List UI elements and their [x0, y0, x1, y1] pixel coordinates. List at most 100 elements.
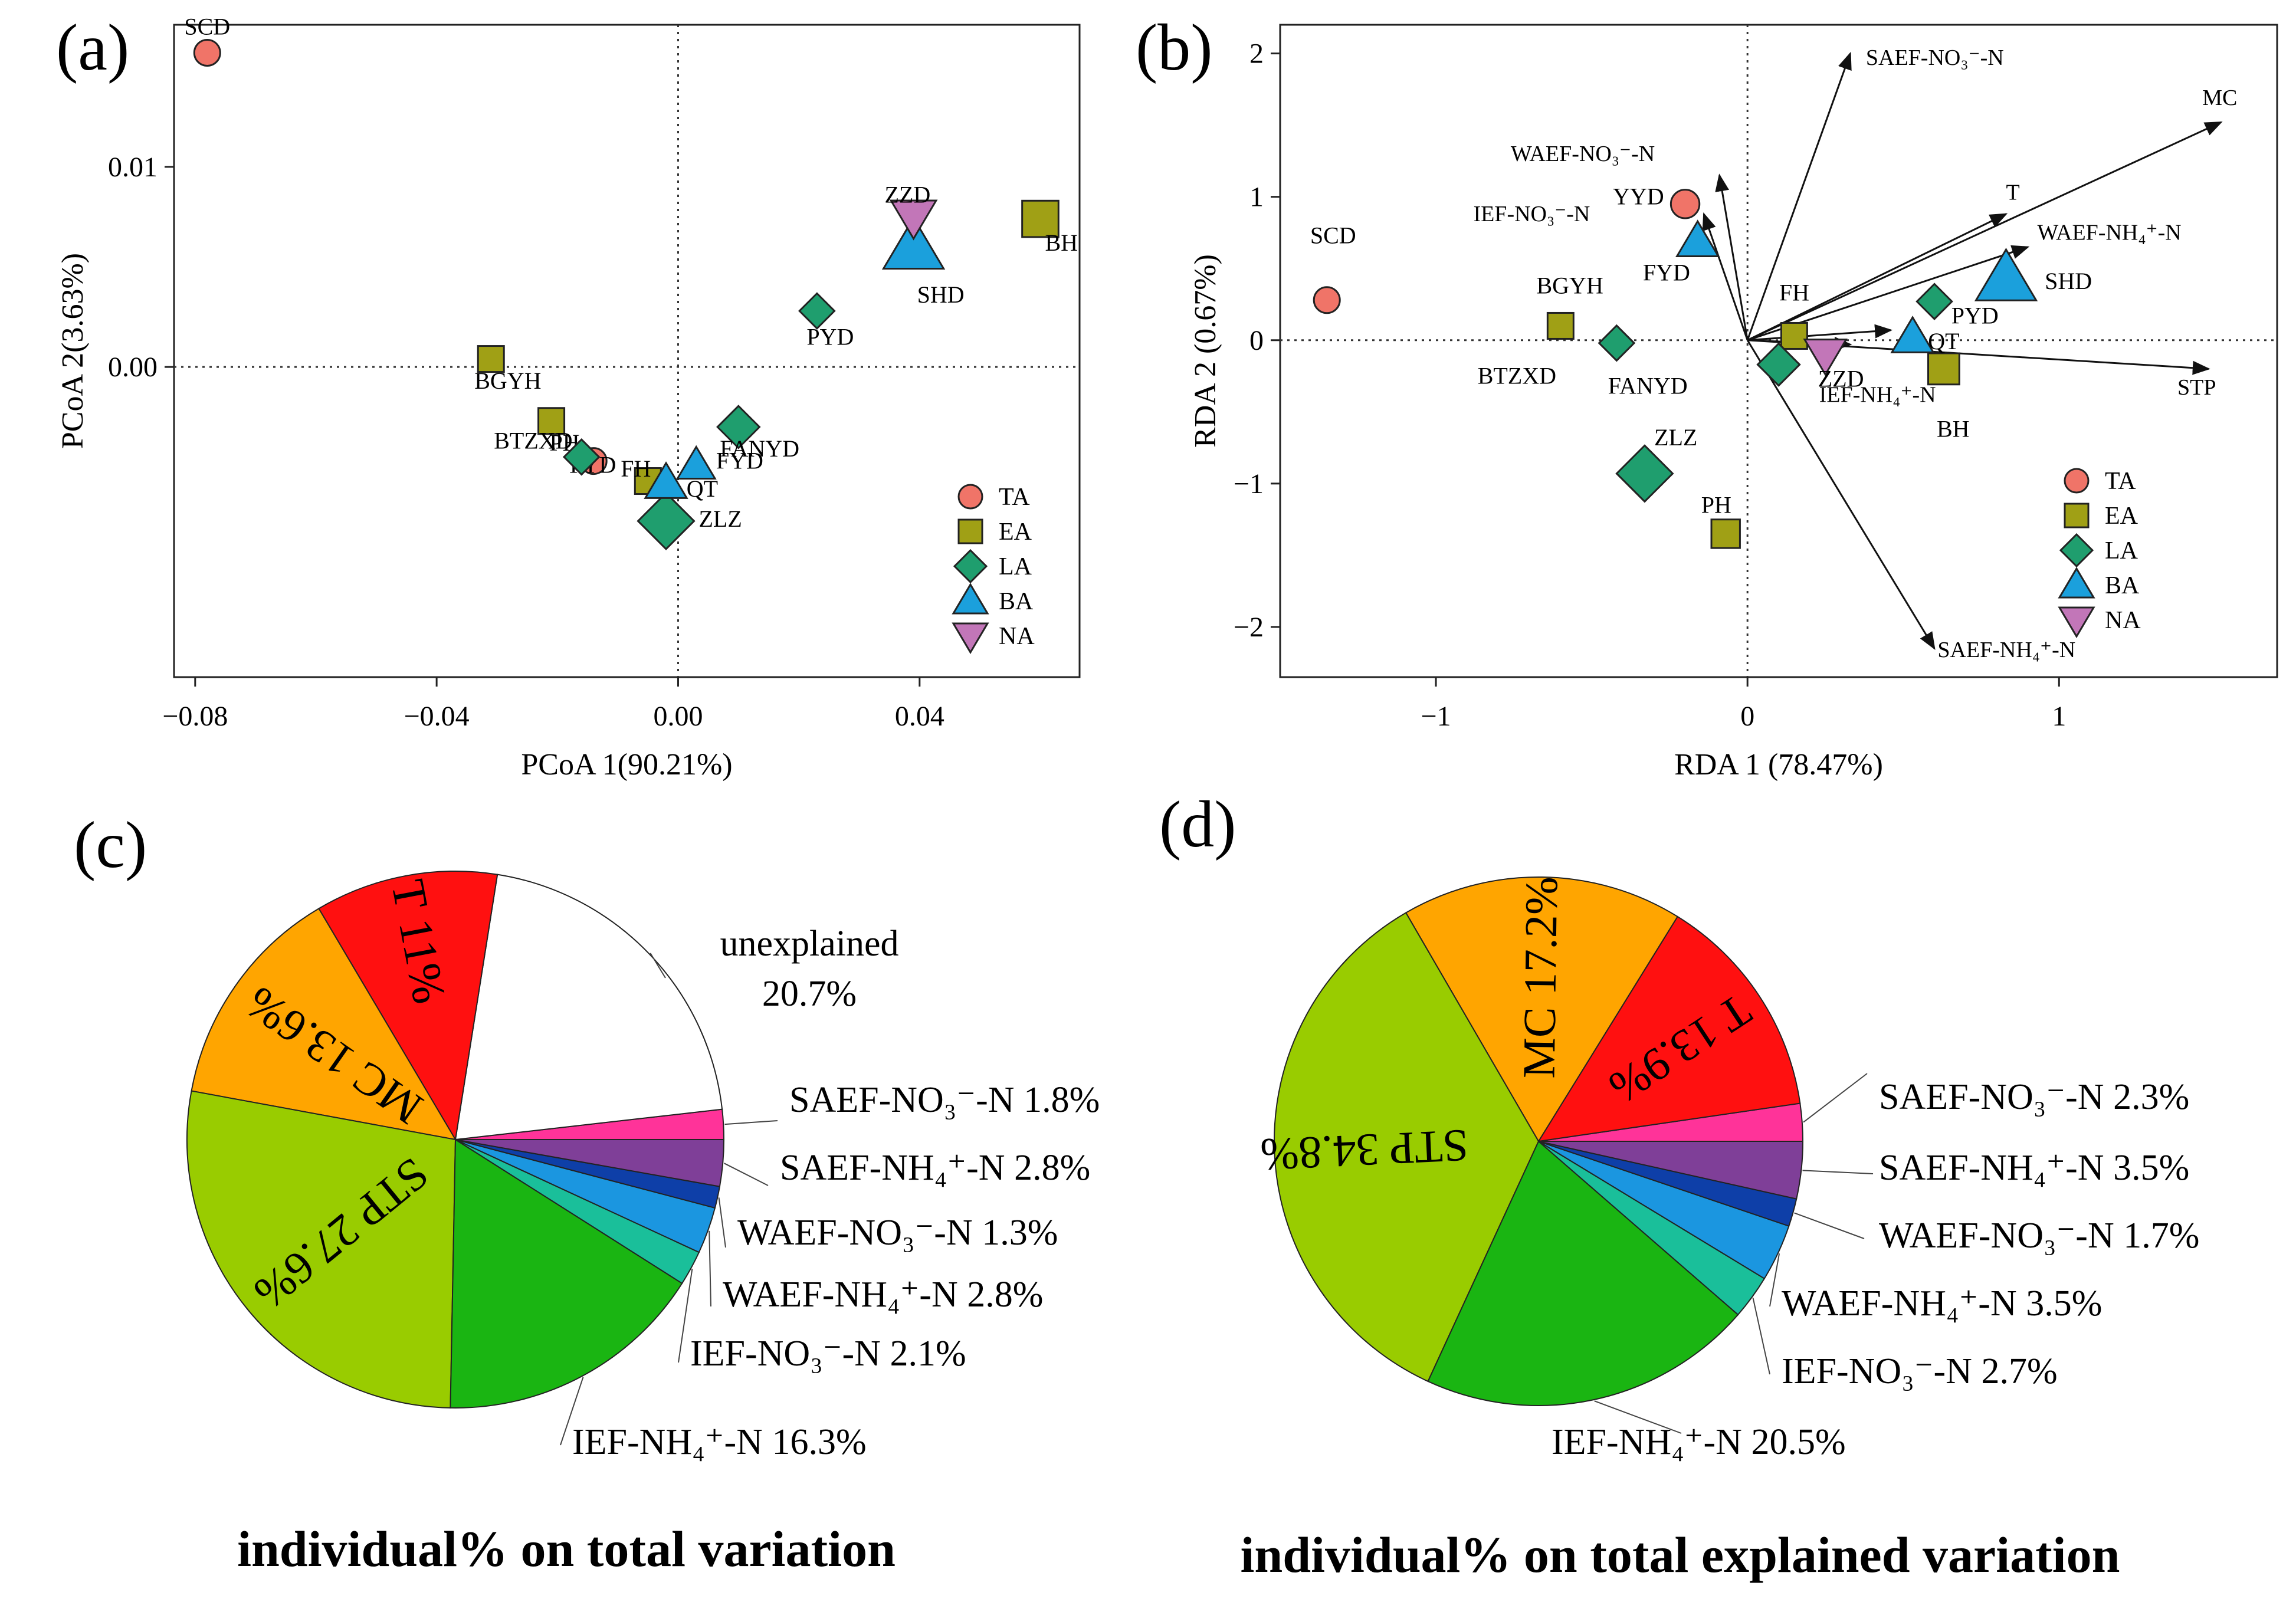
pie-slice-label: SAEF-NO₃⁻-N 1.8%: [789, 1080, 1100, 1120]
data-point: [1803, 339, 1848, 376]
point-label: PH: [1701, 491, 1731, 518]
panel-a-letter: (a): [56, 11, 129, 84]
point-label: FH: [1779, 280, 1809, 306]
point-label: SHD: [2045, 268, 2092, 294]
pie-leader-line: [1594, 1400, 1682, 1434]
pie-slice: [1274, 912, 1540, 1383]
legend-marker: [957, 518, 983, 544]
pie-slice-label: IEF-NO₃⁻-N 2.7%: [1782, 1351, 2058, 1391]
legend-marker: [2064, 468, 2090, 494]
pie-leader-line: [1803, 1073, 1868, 1123]
x-tick-label: −0.08: [162, 701, 228, 732]
vector-arrow: [1746, 339, 1936, 650]
point-label: PYD: [1951, 302, 1999, 329]
pie-slice: [1537, 915, 1801, 1142]
plot-frame: [1279, 24, 2278, 678]
point-label: SCD: [1310, 222, 1356, 248]
pie-slice-label: IEF-NH₄⁺-N 20.5%: [1552, 1422, 1846, 1462]
rda-biplot-panel: −1 0 1 −2 −1 0 1 2 RDA 1 (78.47%) RDA 2 (0.67%) SA…: [1189, 24, 2278, 782]
point-label: FYD: [716, 448, 763, 474]
legend-marker: [2058, 606, 2095, 638]
y-tick-label: 2: [1249, 38, 1264, 70]
point-label: BH: [1045, 229, 1078, 256]
y-axis-title: PCoA 2(3.63%): [56, 253, 90, 449]
vector-arrow: [1702, 212, 1749, 341]
vector-label: IEF-NH₄⁺-N: [1819, 382, 1936, 407]
pie-slice: [191, 907, 457, 1141]
vector-label: MC: [2202, 86, 2237, 110]
point-label: FANYD: [1608, 373, 1688, 399]
pie-leader-line: [1794, 1212, 1865, 1239]
vector-label: SAEF-NH₄⁺-N: [1937, 638, 2075, 662]
pie-slice-label: STP 34.8%: [1259, 1120, 1470, 1181]
pie-leader-line: [1752, 1298, 1770, 1375]
legend-label: NA: [999, 623, 1035, 650]
data-point: [1313, 286, 1341, 314]
pie-leader-line: [709, 1230, 711, 1307]
pie-c-title: individual% on total variation: [237, 1521, 896, 1577]
pie-slice: [1405, 876, 1679, 1142]
plot-frame: [173, 24, 1081, 678]
panel-d-letter: (d): [1159, 788, 1236, 861]
vector-label: SAEF-NO₃⁻-N: [1866, 45, 2004, 70]
pie-leader-line: [1769, 1253, 1780, 1307]
pie-slice-label: SAEF-NO₃⁻-N 2.3%: [1879, 1077, 2189, 1117]
pie-leader-line: [1802, 1170, 1874, 1174]
y-tick-label: 0.00: [108, 352, 158, 383]
data-point: [889, 199, 938, 241]
panel-c-letter: (c): [74, 809, 147, 882]
data-point: [1710, 518, 1741, 549]
vector-arrow: [1747, 324, 1893, 342]
vector-label: WAEF-NO₃⁻-N: [1511, 142, 1655, 166]
point-label: SHD: [917, 281, 965, 308]
y-tick-label: −1: [1234, 468, 1264, 500]
pie-slice: [318, 871, 498, 1141]
vector-arrow: [1747, 213, 2008, 342]
point-label: BGYH: [474, 367, 541, 394]
point-label: QT: [687, 475, 718, 502]
pie-slice-label: 20.7%: [762, 974, 857, 1014]
point-label: ZLZ: [1654, 424, 1697, 451]
legend-marker: [952, 622, 989, 654]
data-point: [1598, 324, 1636, 362]
pie-explained-variation-panel: SAEF-NO₃⁻-N 2.3%T 13.9%MC 17.2%STP 34.8%…: [1259, 876, 2200, 1462]
legend-marker: [953, 549, 988, 584]
point-label: SCD: [184, 13, 230, 40]
pie-slice: [450, 1138, 683, 1409]
pie-leader-line: [678, 1268, 693, 1363]
legend-label: NA: [2105, 607, 2141, 634]
panel-b-letter: (b): [1136, 11, 1213, 84]
data-point: [193, 38, 221, 67]
vector-arrow: [1715, 173, 1749, 341]
vector-label: WAEF-NH₄⁺-N: [2037, 221, 2181, 245]
legend-marker: [957, 484, 983, 510]
x-axis-title: PCoA 1(90.21%): [521, 748, 732, 782]
point-label: BGYH: [1536, 272, 1603, 298]
legend-label: TA: [2105, 468, 2136, 495]
point-label: BTZXD: [494, 428, 572, 454]
data-point: [675, 445, 717, 480]
point-label: BH: [1937, 415, 1970, 442]
pie-leader-line: [718, 1197, 726, 1248]
legend-label: TA: [999, 484, 1030, 511]
point-label: ZZD: [1818, 365, 1864, 392]
pie-slice: [1538, 1141, 1804, 1200]
pie-slice: [186, 1090, 457, 1409]
data-point: [1890, 316, 1935, 353]
data-point: [1675, 219, 1720, 257]
pie-slice-label: SAEF-NH₄⁺-N 2.8%: [780, 1148, 1090, 1188]
data-point: [1615, 444, 1674, 503]
vector-label: T: [2006, 180, 2020, 205]
data-point: [562, 438, 601, 476]
legend-label: LA: [999, 553, 1032, 580]
pcoa-scatter-panel: −0.08 −0.04 0.00 0.04 0.00 0.01 PCoA 1(90.21%)…: [56, 13, 1081, 782]
data-point: [1780, 321, 1808, 350]
x-axis-title: RDA 1 (78.47%): [1674, 748, 1883, 782]
pie-leader-line: [560, 1377, 584, 1446]
point-label: QT: [1928, 328, 1959, 354]
legend-label: EA: [999, 518, 1032, 546]
data-point: [716, 405, 761, 449]
pie-slice: [454, 874, 723, 1141]
pie-leader-line: [650, 953, 666, 979]
